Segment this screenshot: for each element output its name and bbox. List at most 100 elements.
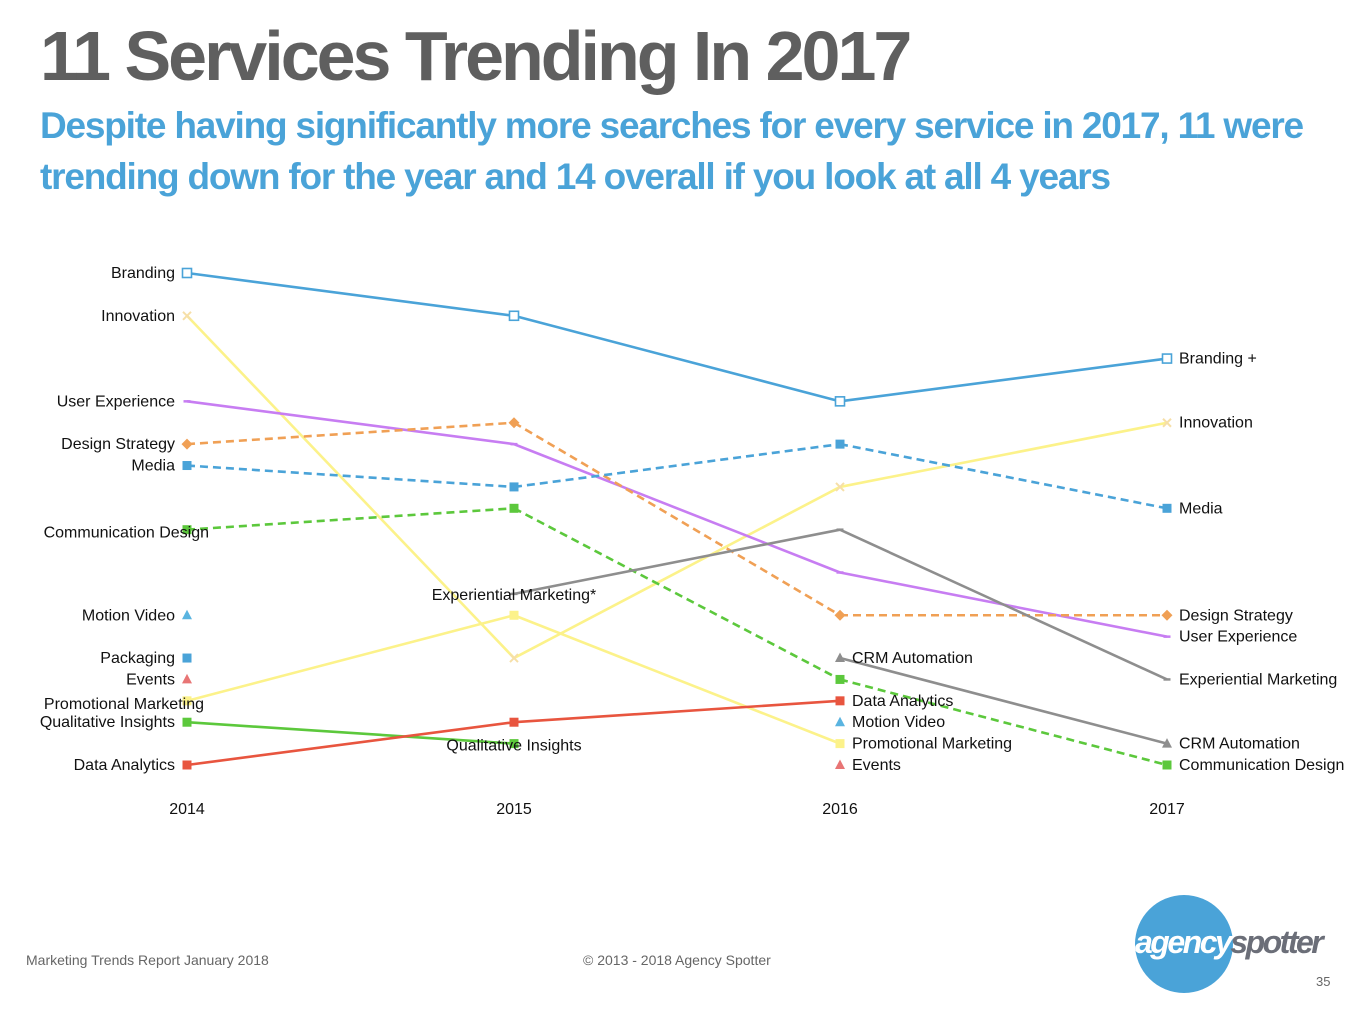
data-analytics-label-2016: Data Analytics: [852, 693, 953, 710]
data-analytics-label-2014: Data Analytics: [74, 757, 175, 774]
promotional-marketing-label-2016: Promotional Marketing: [852, 736, 1012, 753]
media-line-segment: [513, 442, 841, 489]
experiential-marketing-line-segment: [839, 528, 1168, 681]
branding-label-2014: Branding: [111, 265, 175, 282]
logo-text-agency: agency: [1135, 924, 1233, 960]
innovation-label-2017: Innovation: [1179, 415, 1253, 432]
communication-design-line-segment: [186, 507, 515, 531]
data-analytics-line-segment: [186, 720, 515, 767]
media-marker-2014: [182, 461, 192, 471]
branding-line-segment: [839, 357, 1168, 403]
communication-design-line-segment: [839, 678, 1168, 767]
experiential-marketing-label-2015: Experiential Marketing*: [432, 587, 597, 604]
innovation-line-segment: [839, 421, 1168, 489]
branding-line-segment: [186, 271, 515, 318]
events-label-2016: Events: [852, 757, 901, 774]
motion-video-label-2016: Motion Video: [852, 714, 945, 731]
events-marker-2016: [835, 759, 845, 769]
promotional-marketing-marker-2016: [835, 739, 845, 749]
logo-circle: [1135, 895, 1233, 993]
promotional-marketing-marker-2014: [182, 696, 192, 706]
x-axis: 2014 2015 2016 2017: [169, 801, 1185, 818]
x-tick-label-2015: 2015: [496, 801, 532, 818]
events-label-2014: Events: [126, 671, 175, 688]
communication-design-marker-2017: [1162, 760, 1172, 770]
communication-design-marker-2014: [182, 525, 192, 535]
x-tick-label-2016: 2016: [822, 801, 858, 818]
design-strategy-marker-2016: [834, 609, 846, 621]
series-lines: [186, 271, 1168, 767]
qualitative-insights-label-2015: Qualitative Insights: [446, 738, 581, 755]
crm-automation-line-segment: [839, 656, 1168, 745]
slide-title: 11 Services Trending In 2017: [40, 17, 912, 95]
data-analytics-marker-2014: [182, 760, 192, 770]
qualitative-insights-label-2014: Qualitative Insights: [40, 714, 175, 731]
media-label-2017: Media: [1179, 500, 1223, 517]
innovation-marker-2017: [1162, 418, 1172, 428]
user-experience-label-2017: User Experience: [1179, 629, 1297, 646]
communication-design-label-2017: Communication Design: [1179, 757, 1344, 774]
promotional-marketing-line-segment: [186, 614, 515, 703]
motion-video-marker-2014: [182, 609, 192, 620]
crm-automation-marker-2016: [835, 652, 845, 663]
series-labels: Branding Branding + Innovation Innovation Us…: [40, 265, 1345, 774]
media-marker-2017: [1162, 503, 1172, 513]
packaging-marker-2014: [182, 653, 192, 663]
design-strategy-line-segment: [513, 421, 841, 617]
series-markers: [181, 267, 1173, 770]
user-experience-line-segment: [186, 400, 515, 446]
experiential-marketing-line-segment: [513, 528, 841, 596]
logo-text-spotter: spotter: [1230, 924, 1323, 960]
branding-label-2017: Branding +: [1179, 351, 1257, 368]
innovation-marker-2016: [835, 482, 845, 492]
innovation-marker-2014: [182, 311, 192, 321]
innovation-line-segment: [186, 314, 515, 659]
design-strategy-line-segment: [186, 421, 515, 446]
experiential-marketing-label-2017: Experiential Marketing: [1179, 671, 1337, 688]
footer-copyright: © 2013 - 2018 Agency Spotter: [583, 952, 771, 968]
footer-report-name: Marketing Trends Report January 2018: [26, 952, 269, 968]
slide-subtitle: Despite having significantly more search…: [40, 105, 1304, 197]
promotional-marketing-label-2014: Promotional Marketing: [44, 696, 204, 713]
logo-text: agencyspotter: [1135, 924, 1324, 961]
user-experience-line-segment: [513, 442, 841, 574]
branding-marker-2015: [508, 310, 520, 322]
design-strategy-marker-2014: [181, 438, 193, 450]
design-strategy-marker-2017: [1161, 609, 1173, 621]
data-analytics-marker-2015: [509, 717, 519, 727]
user-experience-label-2014: User Experience: [57, 393, 175, 410]
crm-automation-label-2016: CRM Automation: [852, 650, 973, 667]
promotional-marketing-marker-2015: [509, 610, 519, 620]
qualitative-insights-marker-2015: [509, 739, 519, 749]
motion-video-marker-2016: [835, 716, 845, 727]
media-label-2014: Media: [131, 458, 175, 475]
innovation-marker-2015: [509, 653, 519, 663]
x-tick-label-2017: 2017: [1149, 801, 1185, 818]
data-analytics-line-segment: [513, 699, 841, 724]
agency-spotter-logo: agencyspotter: [1135, 895, 1352, 995]
communication-design-marker-2015: [509, 503, 519, 513]
branding-marker-2017: [1161, 353, 1173, 364]
promotional-marketing-line-segment: [513, 614, 841, 745]
media-line-segment: [186, 464, 515, 489]
data-analytics-marker-2016: [835, 696, 845, 706]
motion-video-label-2014: Motion Video: [82, 607, 175, 624]
crm-automation-label-2017: CRM Automation: [1179, 736, 1300, 753]
qualitative-insights-marker-2014: [182, 717, 192, 727]
crm-automation-marker-2017: [1162, 738, 1172, 748]
design-strategy-label-2017: Design Strategy: [1179, 607, 1293, 624]
design-strategy-label-2014: Design Strategy: [61, 436, 175, 453]
communication-design-marker-2016: [835, 674, 845, 684]
design-strategy-marker-2015: [508, 417, 520, 429]
events-marker-2014: [182, 673, 192, 684]
media-line-segment: [839, 442, 1168, 510]
innovation-label-2014: Innovation: [101, 308, 175, 325]
communication-design-line-segment: [513, 507, 841, 681]
qualitative-insights-line-segment: [186, 720, 515, 745]
innovation-line-segment: [513, 485, 841, 660]
branding-marker-2016: [834, 396, 846, 407]
communication-design-label-2014: Communication Design: [44, 525, 209, 542]
x-tick-label-2014: 2014: [169, 801, 205, 818]
branding-marker-2014: [181, 267, 193, 279]
